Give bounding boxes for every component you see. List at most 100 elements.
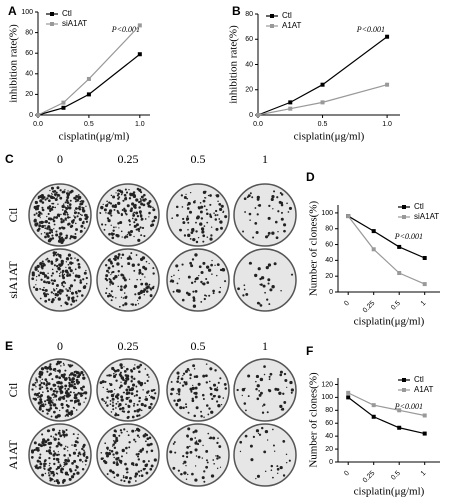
colony [222, 397, 225, 399]
colony [288, 206, 293, 211]
colony [115, 226, 117, 228]
plate [96, 358, 160, 422]
y-tick-label: 80 [245, 11, 253, 18]
colony [140, 409, 143, 412]
colony [118, 196, 121, 199]
colony [148, 436, 152, 440]
colony [118, 227, 120, 229]
colony [107, 448, 109, 451]
colony [49, 387, 53, 391]
plate [233, 183, 297, 247]
colony [117, 274, 120, 276]
colony [51, 202, 54, 205]
colony [218, 203, 222, 206]
colony [130, 380, 133, 383]
colony [47, 194, 51, 198]
colony [75, 195, 78, 197]
colony [192, 304, 197, 308]
colony [102, 386, 104, 389]
colony [52, 218, 55, 221]
colony [212, 383, 217, 387]
colony [74, 209, 76, 211]
colony [70, 291, 74, 295]
colony [123, 209, 127, 213]
colony [31, 277, 35, 281]
colony [267, 263, 272, 267]
colony [128, 197, 132, 200]
plate [233, 423, 297, 487]
colony [100, 451, 103, 454]
colony [50, 435, 53, 438]
colony [262, 284, 266, 288]
column-label: 0 [57, 339, 63, 353]
colony [53, 480, 56, 483]
colony [142, 434, 146, 438]
colony [123, 428, 126, 431]
colony [259, 277, 262, 281]
series-line [37, 53, 141, 116]
colony [102, 203, 104, 206]
colony [220, 226, 223, 230]
legend-label: Ctl [414, 202, 424, 211]
colony [38, 210, 41, 214]
colony [216, 441, 219, 445]
colony [148, 199, 152, 203]
colony [63, 373, 66, 376]
colony [49, 372, 52, 376]
colony [70, 263, 73, 265]
colony [74, 290, 78, 294]
colony [124, 462, 127, 466]
colony [65, 445, 67, 448]
colony [117, 222, 120, 225]
colony [124, 302, 128, 306]
colony [75, 448, 78, 451]
colony [133, 395, 136, 397]
colony [47, 408, 51, 412]
colony [134, 293, 137, 296]
colony [224, 215, 228, 219]
colony [45, 258, 47, 261]
x-tick-label: 1.0 [382, 121, 392, 128]
colony [203, 205, 206, 208]
colony [128, 188, 130, 191]
colony [189, 261, 193, 265]
colony [258, 433, 262, 436]
colony [57, 442, 60, 445]
row-label: A1AT [6, 440, 20, 470]
colony [55, 270, 58, 273]
colony [112, 439, 115, 442]
colony [60, 213, 62, 216]
colony [139, 278, 142, 281]
colony [72, 472, 76, 476]
colony [200, 300, 203, 303]
colony [191, 386, 195, 390]
colony [279, 466, 283, 470]
colony [179, 382, 181, 384]
plate-dish [166, 358, 230, 422]
colony [190, 264, 194, 268]
colony [37, 204, 40, 207]
colony [67, 412, 70, 414]
colony [210, 216, 213, 219]
colony [49, 189, 51, 192]
colony [254, 222, 258, 225]
colony [218, 456, 221, 459]
colony [191, 258, 195, 261]
colony [135, 385, 138, 388]
colony [70, 303, 73, 306]
colony [133, 377, 136, 381]
colony [55, 264, 59, 268]
colony [47, 396, 49, 399]
colony [197, 236, 200, 239]
colony [205, 450, 209, 453]
colony [77, 381, 81, 384]
colony [65, 261, 68, 263]
colony [113, 429, 117, 433]
colony [177, 388, 181, 392]
colony [135, 211, 139, 215]
y-tick-label: 100 [321, 210, 333, 217]
colony [31, 388, 34, 391]
colony [63, 273, 66, 276]
colony [145, 463, 149, 466]
colony [48, 457, 51, 460]
